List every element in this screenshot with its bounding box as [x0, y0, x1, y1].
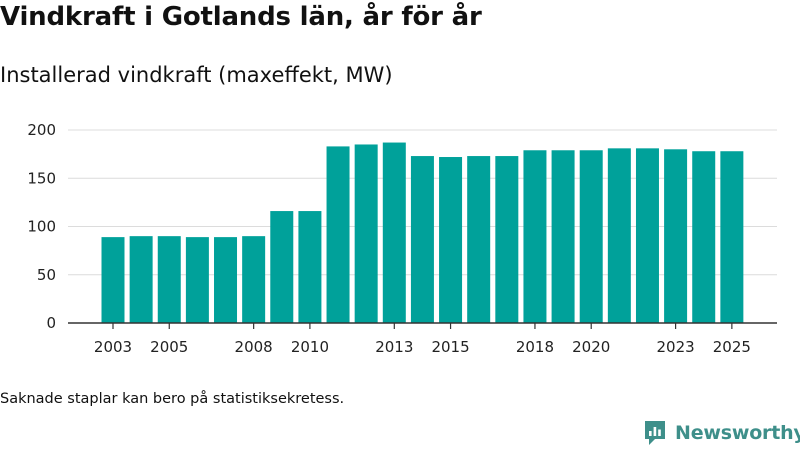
bar-2015 — [439, 157, 463, 323]
bar-2009 — [270, 211, 294, 323]
bar-2010 — [298, 211, 322, 323]
y-tick-label: 0 — [46, 314, 56, 332]
y-tick-label: 100 — [27, 218, 56, 236]
footnote: Saknade staplar kan bero på statistiksek… — [0, 391, 345, 407]
bar-2004 — [129, 236, 153, 323]
x-tick-label: 2025 — [713, 338, 751, 356]
bar-2007 — [214, 237, 238, 323]
y-tick-label: 200 — [27, 121, 56, 139]
bar-2021 — [607, 148, 631, 323]
y-tick-label: 50 — [37, 266, 56, 284]
bar-2014 — [410, 156, 434, 323]
bar-2025 — [720, 151, 744, 323]
bar-2020 — [579, 150, 603, 323]
bars — [101, 142, 744, 323]
newsworthy-logo-icon — [645, 421, 665, 445]
x-tick-label: 2010 — [291, 338, 329, 356]
bar-chart: 0 50 100 150 200 2003 2005 2008 2010 2013 2015 201… — [27, 121, 777, 356]
y-tick-label: 150 — [27, 169, 56, 187]
brand-name: Newsworthy — [675, 422, 800, 444]
bar-2003 — [101, 237, 125, 323]
bar-2013 — [382, 142, 406, 323]
x-tick-label: 2005 — [150, 338, 188, 356]
bar-2008 — [242, 236, 266, 323]
bar-2019 — [551, 150, 575, 323]
x-tick-label: 2003 — [94, 338, 132, 356]
x-tick-label: 2023 — [657, 338, 695, 356]
x-tick-label: 2015 — [431, 338, 469, 356]
bar-2011 — [326, 146, 350, 323]
bar-2012 — [354, 144, 378, 323]
x-tick-label: 2018 — [516, 338, 554, 356]
bar-2018 — [523, 150, 547, 323]
bar-2005 — [157, 236, 181, 323]
x-tick-label: 2020 — [572, 338, 610, 356]
brand-logo: Newsworthy — [643, 418, 800, 448]
chart-subtitle: Installerad vindkraft (maxeffekt, MW) — [0, 63, 393, 87]
page-title: Vindkraft i Gotlands län, år för år — [0, 2, 482, 32]
y-axis-ticks: 0 50 100 150 200 — [27, 121, 56, 332]
bar-2006 — [185, 237, 209, 323]
x-tick-label: 2013 — [375, 338, 413, 356]
bar-2023 — [664, 149, 688, 323]
x-tick-label: 2008 — [235, 338, 273, 356]
bar-2024 — [692, 151, 716, 323]
bar-2017 — [495, 156, 519, 323]
bar-2022 — [635, 148, 659, 323]
x-axis-ticks: 2003 2005 2008 2010 2013 2015 2018 2020 2023 2025 — [94, 323, 751, 356]
bar-2016 — [467, 156, 491, 323]
